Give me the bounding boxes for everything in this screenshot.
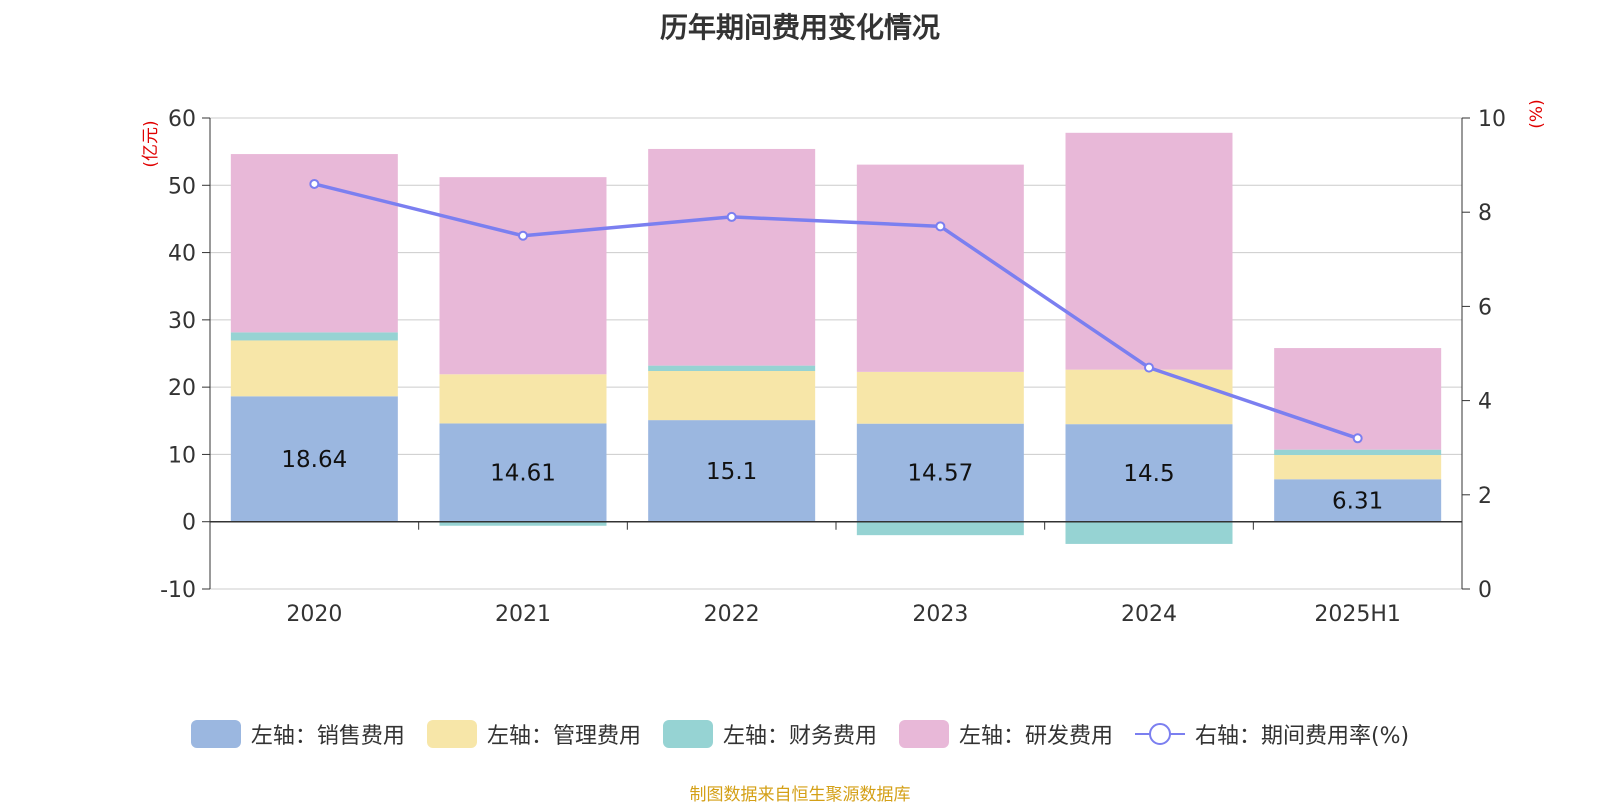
- bar-sales: [1274, 479, 1442, 522]
- rate-point: [726, 211, 737, 222]
- y-right-unit-label: (%): [1527, 99, 1547, 128]
- bar-data-label: 14.5: [1123, 461, 1174, 487]
- bar-rd: [856, 164, 1024, 372]
- y-left-tick-label: 10: [168, 443, 196, 468]
- legend-item-finance[interactable]: 左轴：财务费用: [662, 718, 877, 750]
- bar-finance: [856, 521, 1024, 536]
- bar-rd: [1065, 132, 1233, 370]
- bar-finance: [439, 521, 607, 526]
- bar-finance: [1065, 521, 1233, 544]
- bar-admin: [1274, 455, 1442, 480]
- y-right-tick-label: 0: [1478, 578, 1492, 603]
- bar-admin: [230, 340, 398, 397]
- bar-finance: [230, 332, 398, 341]
- legend: 左轴：销售费用 左轴：管理费用 左轴：财务费用 左轴：研发费用 右轴：期间费用率…: [0, 718, 1600, 750]
- y-right-tick-label: 4: [1478, 390, 1492, 415]
- legend-swatch-rate: [1134, 723, 1185, 745]
- x-tick-label: 2020: [286, 602, 342, 627]
- bar-data-label: 14.57: [907, 461, 973, 487]
- y-right-tick-label: 6: [1478, 295, 1492, 320]
- y-left-unit-label: (亿元): [141, 120, 161, 167]
- y-right-tick-label: 10: [1478, 107, 1506, 132]
- bar-admin: [648, 370, 816, 421]
- bar-sales: [1065, 424, 1233, 522]
- bar-sales: [648, 420, 816, 522]
- y-left-tick-label: 20: [168, 376, 196, 401]
- y-left-tick-label: 0: [182, 511, 196, 536]
- rate-point: [1144, 362, 1154, 373]
- x-tick-label: 2024: [1121, 602, 1177, 627]
- legend-label-rate: 右轴：期间费用率(%): [1194, 724, 1410, 749]
- rate-point: [1352, 433, 1363, 444]
- bar-data-label: 14.61: [490, 461, 556, 487]
- legend-label-finance: 左轴：财务费用: [722, 724, 877, 749]
- legend-label-admin: 左轴：管理费用: [486, 724, 641, 749]
- bar-data-label: 18.64: [281, 447, 347, 473]
- y-right-tick-label: 2: [1478, 484, 1492, 509]
- bar-admin: [1065, 369, 1233, 425]
- legend-item-sales[interactable]: 左轴：销售费用: [190, 718, 405, 750]
- bar-rd: [1274, 348, 1442, 450]
- rate-point: [935, 221, 946, 232]
- legend-label-sales: 左轴：销售费用: [250, 724, 405, 749]
- bar-data-label: 15.1: [706, 459, 757, 485]
- y-left-tick-label: 30: [168, 309, 196, 334]
- legend-swatch-admin: [426, 720, 477, 748]
- bar-sales: [856, 423, 1024, 522]
- legend-swatch-finance: [662, 720, 713, 748]
- chart-svg: -10 0 10 20 30 40 50 60 0 2 4 6 8 10 (亿元) (%) 18.64 14.61…: [141, 99, 1547, 627]
- legend-swatch-sales: [190, 720, 241, 748]
- legend-item-rd[interactable]: 左轴：研发费用: [898, 718, 1113, 750]
- source-note: 制图数据来自恒生聚源数据库: [689, 785, 911, 805]
- x-tick-label: 2023: [912, 602, 968, 627]
- bar-rd: [439, 177, 607, 375]
- y-left-tick-label: -10: [160, 578, 196, 603]
- y-left-tick-label: 40: [168, 242, 196, 267]
- bar-admin: [856, 371, 1024, 424]
- rate-line: [313, 182, 1359, 440]
- bar-rd: [648, 148, 816, 366]
- x-tick-label: 2021: [495, 602, 551, 627]
- legend-swatch-rd: [898, 720, 949, 748]
- rate-point: [309, 178, 320, 189]
- bar-data-label: 6.31: [1332, 488, 1383, 514]
- bar-sales: [439, 423, 607, 522]
- legend-item-rate[interactable]: 右轴：期间费用率(%): [1134, 718, 1410, 750]
- bar-finance: [1274, 449, 1442, 456]
- x-tick-label: 2025H1: [1314, 602, 1401, 627]
- chart-title: 历年期间费用变化情况: [659, 11, 940, 44]
- bar-admin: [439, 374, 607, 424]
- legend-item-admin[interactable]: 左轴：管理费用: [426, 718, 641, 750]
- x-tick-label: 2022: [704, 602, 760, 627]
- legend-label-rd: 左轴：研发费用: [958, 724, 1113, 749]
- y-left-tick-label: 50: [168, 174, 196, 199]
- y-left-tick-label: 60: [168, 107, 196, 132]
- y-right-tick-label: 8: [1478, 201, 1492, 226]
- bar-sales: [230, 396, 398, 522]
- bar-finance: [648, 365, 816, 371]
- rate-point: [518, 230, 528, 241]
